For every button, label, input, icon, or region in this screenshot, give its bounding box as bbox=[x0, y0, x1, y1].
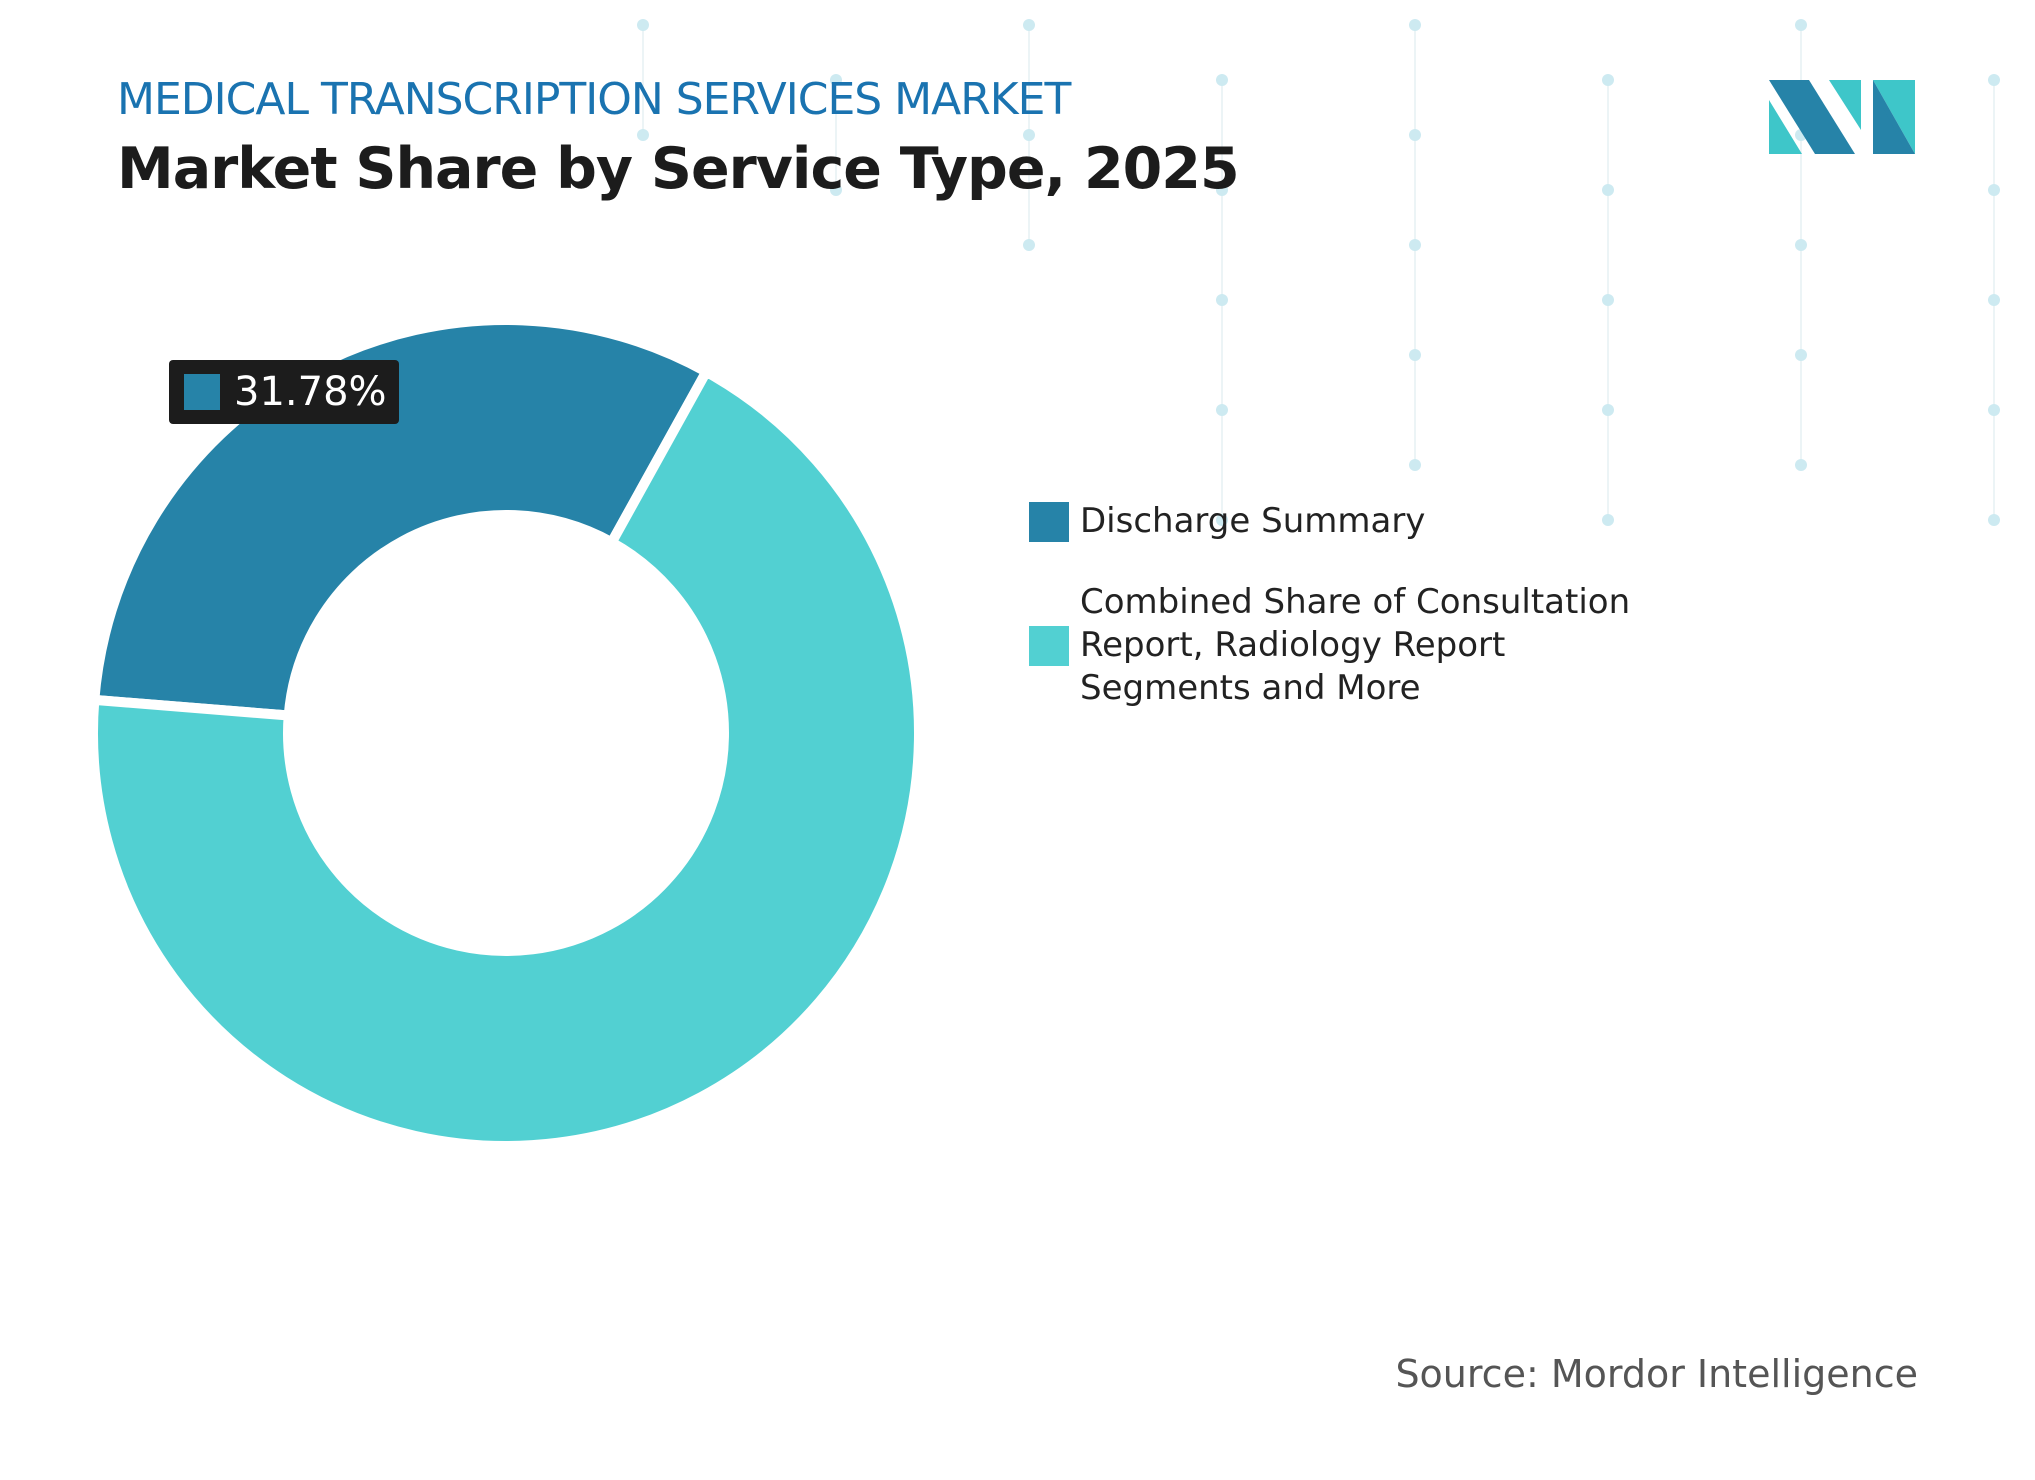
data-label-swatch bbox=[184, 374, 220, 410]
legend-label: Discharge Summary bbox=[1080, 501, 1426, 541]
data-label-discharge-summary: 31.78% bbox=[169, 360, 399, 424]
legend-item: Combined Share of Consultation Report, R… bbox=[1029, 581, 1700, 710]
legend: Discharge Summary Combined Share of Cons… bbox=[1029, 500, 1700, 748]
donut-slice-1 bbox=[88, 365, 924, 1151]
legend-label: Combined Share of Consultation Report, R… bbox=[1080, 582, 1631, 708]
data-label-text: 31.78% bbox=[234, 369, 387, 415]
legend-item: Discharge Summary bbox=[1029, 500, 1700, 543]
chart-subtitle: MEDICAL TRANSCRIPTION SERVICES MARKET bbox=[117, 74, 1071, 125]
legend-swatch bbox=[1029, 625, 1069, 666]
chart-title: Market Share by Service Type, 2025 bbox=[117, 136, 1240, 202]
source-note: Source: Mordor Intelligence bbox=[1395, 1352, 1918, 1396]
mordor-logo-icon bbox=[1769, 80, 1915, 154]
legend-swatch bbox=[1029, 501, 1069, 542]
